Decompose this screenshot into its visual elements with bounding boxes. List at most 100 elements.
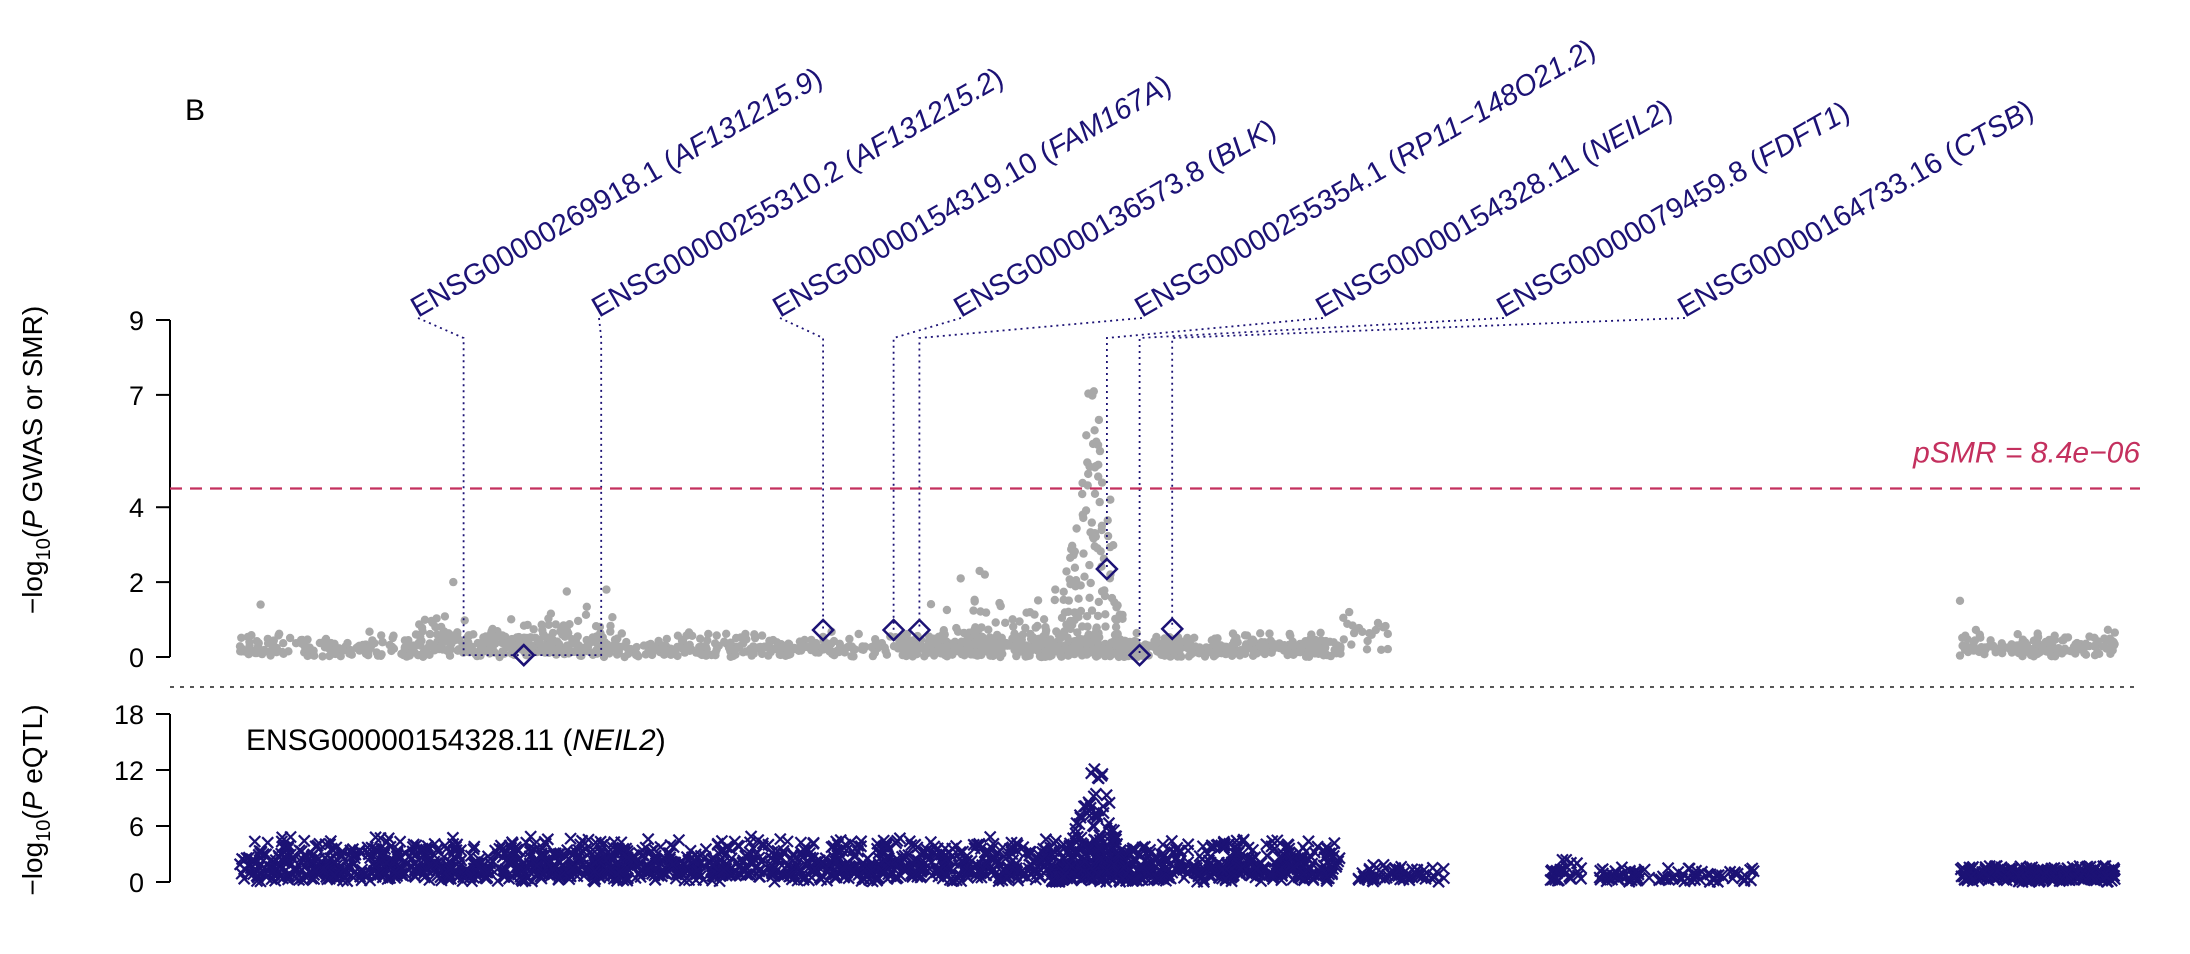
gwas-point (692, 648, 701, 657)
gwas-point (256, 600, 265, 609)
eqtl-point (506, 837, 520, 851)
gwas-point (1087, 518, 1097, 527)
gwas-point (1240, 631, 1250, 640)
gwas-point (1101, 610, 1110, 619)
eqtl-point (1284, 852, 1298, 866)
gwas-point (757, 631, 767, 640)
eqtl-point (267, 865, 280, 878)
eqtl-point (1097, 806, 1110, 820)
gwas-point (1183, 635, 1193, 644)
eqtl-point (502, 872, 516, 885)
gwas-point (1283, 650, 1292, 660)
gwas-point (274, 631, 283, 640)
smr-probe-marker (1160, 617, 1185, 641)
gwas-point (991, 618, 1000, 627)
gwas-point (1107, 593, 1117, 603)
eqtl-point (1747, 864, 1760, 878)
gwas-point (539, 629, 548, 639)
eqtl-point (1174, 861, 1187, 875)
gwas-point (1021, 623, 1030, 633)
gwas-point (1195, 646, 1205, 655)
eqtl-point (879, 836, 893, 849)
smr-connector (1106, 317, 1324, 569)
gwas-point (673, 631, 683, 640)
gwas-point (1036, 652, 1045, 661)
eqtl-point (1210, 839, 1224, 852)
eqtl-point (1103, 796, 1116, 810)
gwas-point (659, 650, 669, 659)
gene-label: ENSG00000154328.11 (NEIL2) (1311, 93, 1678, 324)
eqtl-point (406, 840, 420, 854)
gwas-point (2018, 652, 2027, 661)
gwas-y-tick-label: 2 (129, 568, 144, 598)
gwas-point (1083, 622, 1092, 631)
gwas-point (1095, 497, 1104, 507)
gwas-point (1958, 633, 1967, 642)
eqtl-point (1574, 872, 1588, 885)
gwas-point (2089, 642, 2099, 651)
smr-connector (1171, 317, 1686, 629)
gwas-point (1101, 622, 1110, 631)
smr-connector (918, 317, 1143, 630)
gwas-point (1093, 611, 1103, 621)
gwas-point (361, 649, 371, 658)
eqtl-ylabel-part-3: P (17, 791, 48, 810)
eqtl-point (549, 847, 562, 860)
eqtl-point (808, 862, 822, 876)
eqtl-point (454, 867, 467, 881)
gwas-point (939, 643, 949, 653)
gwas-point (602, 585, 611, 594)
gwas-point (948, 640, 958, 650)
gwas-point (1051, 585, 1060, 594)
gwas-point (966, 648, 975, 657)
gwas-point (1316, 628, 1325, 637)
eqtl-point (924, 835, 938, 849)
eqtl-point (1078, 855, 1092, 868)
eqtl-point (1426, 861, 1440, 875)
gwas-point (1381, 621, 1390, 631)
gwas-point (278, 647, 287, 657)
smr-connector (892, 317, 962, 630)
eqtl-point (1594, 873, 1607, 886)
gwas-point (1070, 563, 1080, 572)
eqtl-point (905, 856, 919, 869)
eqtl-point (1016, 840, 1030, 854)
gwas-point (1106, 495, 1115, 504)
eqtl-point (777, 847, 791, 860)
eqtl-point (535, 872, 548, 885)
gwas-point (1062, 567, 1071, 576)
gwas-point (257, 649, 267, 659)
eqtl-point (344, 844, 357, 857)
gwas-point (368, 636, 377, 645)
gwas-point (1241, 643, 1250, 652)
gwas-point (1094, 642, 1103, 652)
gwas-point (992, 647, 1001, 656)
eqtl-point (998, 850, 1011, 863)
eqtl-point (371, 866, 384, 880)
smr-probe-marker (1127, 643, 1152, 667)
gwas-point (608, 644, 617, 653)
eqtl-point (687, 854, 700, 868)
gwas-point (1026, 629, 1035, 639)
eqtl-probe-open: ( (554, 724, 572, 757)
gwas-point (1047, 651, 1056, 660)
eqtl-point (717, 863, 730, 877)
gwas-point (519, 621, 529, 630)
eqtl-point (338, 862, 351, 876)
eqtl-point (880, 840, 893, 854)
gwas-point (969, 606, 978, 615)
gwas-point (1022, 608, 1031, 617)
gwas-point (1097, 478, 1107, 487)
gwas-point (1033, 621, 1042, 631)
gwas-point (970, 629, 980, 638)
eqtl-point (1306, 872, 1320, 885)
gwas-point (330, 649, 339, 658)
eqtl-point (1087, 790, 1101, 803)
eqtl-point (1991, 864, 2004, 878)
eqtl-point (870, 874, 884, 887)
eqtl-point (919, 851, 933, 865)
eqtl-point (1070, 816, 1083, 830)
eqtl-point (1743, 863, 1757, 877)
eqtl-point (534, 850, 548, 864)
gwas-point (859, 645, 868, 654)
